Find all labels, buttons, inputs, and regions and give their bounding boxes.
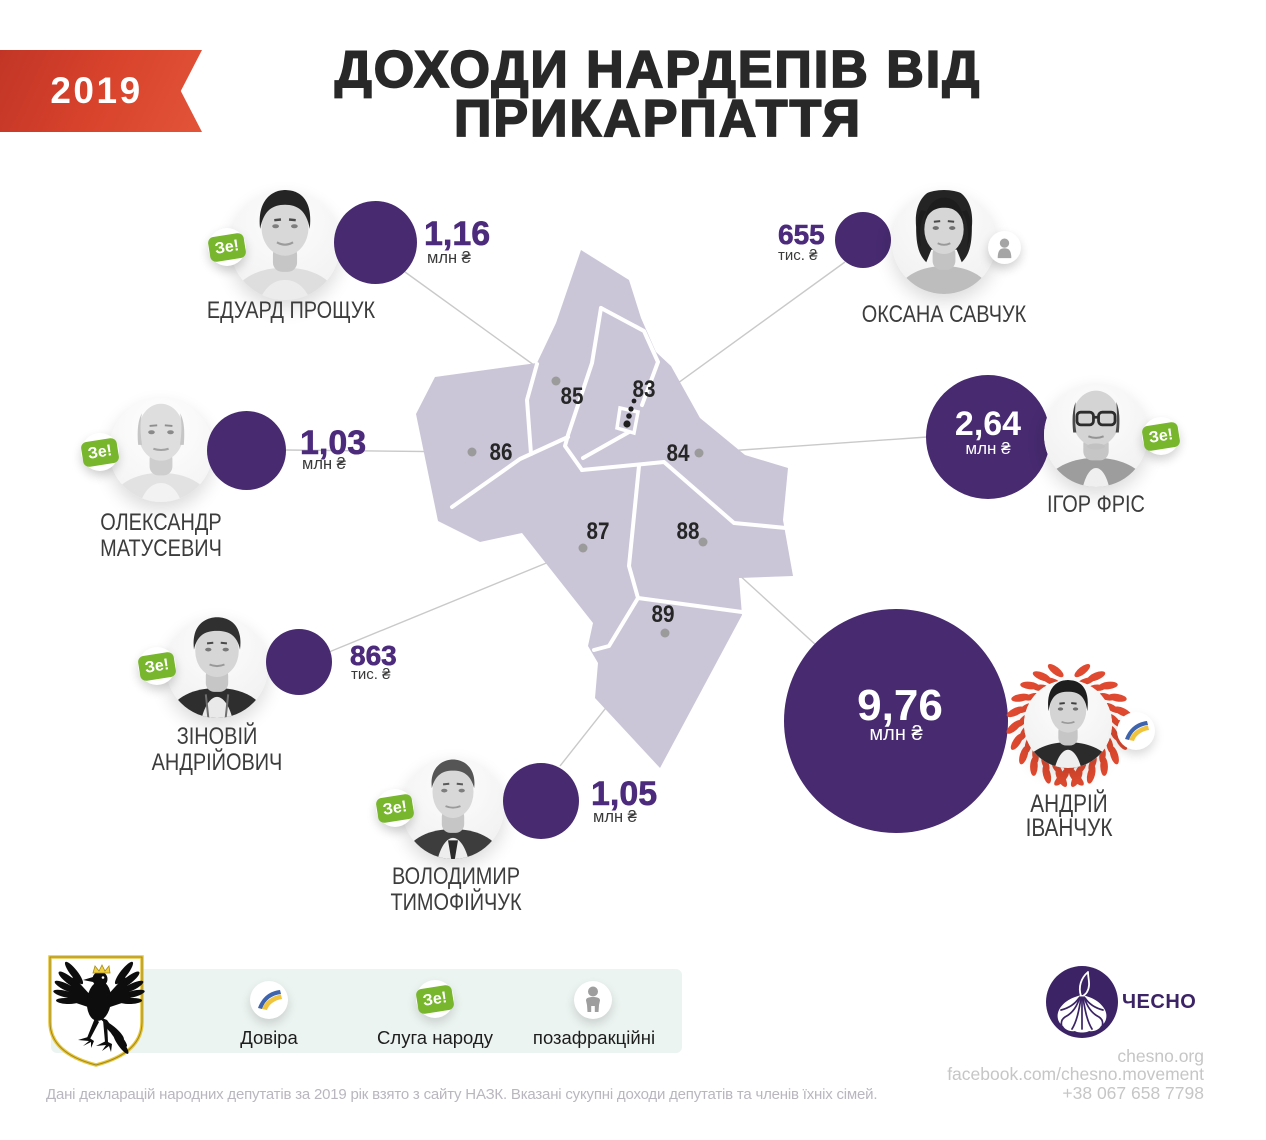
svg-text:84: 84	[667, 440, 691, 467]
svg-text:86: 86	[490, 439, 513, 466]
svg-text:87: 87	[587, 518, 610, 545]
svg-text:83: 83	[633, 376, 656, 403]
svg-text:89: 89	[652, 601, 675, 628]
svg-text:85: 85	[561, 383, 584, 410]
svg-text:88: 88	[677, 518, 700, 545]
